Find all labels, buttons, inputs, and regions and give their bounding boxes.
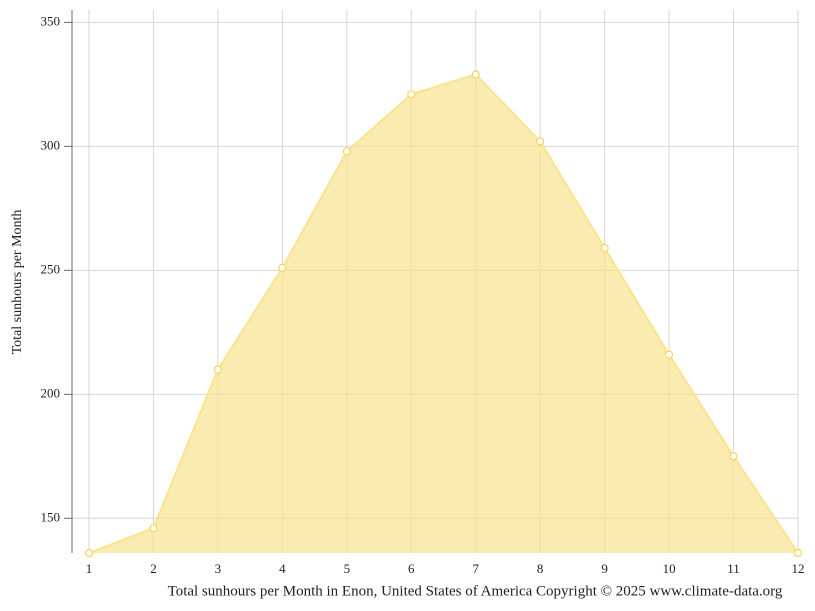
data-point — [407, 90, 416, 99]
data-point — [342, 147, 351, 156]
y-axis-label: Total sunhours per Month — [10, 210, 25, 355]
x-tick-label: 9 — [601, 561, 608, 576]
x-axis-label: Total sunhours per Month in Enon, United… — [168, 583, 783, 599]
area-fill — [89, 74, 798, 553]
x-tick-label: 10 — [663, 561, 676, 576]
data-point — [536, 137, 545, 146]
y-tick-label: 200 — [41, 385, 61, 400]
x-tick-label: 4 — [279, 561, 286, 576]
data-point — [793, 548, 803, 558]
x-tick-label: 6 — [408, 561, 415, 576]
y-tick-label: 350 — [41, 13, 61, 28]
x-tick-label: 3 — [215, 561, 222, 576]
x-tick-label: 1 — [86, 561, 93, 576]
y-tick-label: 150 — [41, 509, 61, 524]
data-point — [471, 70, 480, 79]
y-tick-label: 250 — [41, 261, 61, 276]
x-tick-label: 12 — [792, 561, 805, 576]
y-tick-label: 300 — [41, 137, 61, 152]
data-point — [664, 350, 674, 359]
data-point — [84, 548, 94, 558]
data-point — [729, 452, 738, 461]
data-point — [213, 365, 223, 374]
x-tick-label: 8 — [537, 561, 544, 576]
data-point — [278, 263, 287, 272]
area-line — [88, 73, 799, 554]
data-point — [149, 524, 158, 533]
x-tick-label: 5 — [344, 561, 351, 576]
x-tick-label: 11 — [727, 561, 740, 576]
data-point — [600, 243, 609, 253]
x-tick-label: 7 — [472, 561, 479, 576]
x-tick-label: 2 — [150, 561, 157, 576]
